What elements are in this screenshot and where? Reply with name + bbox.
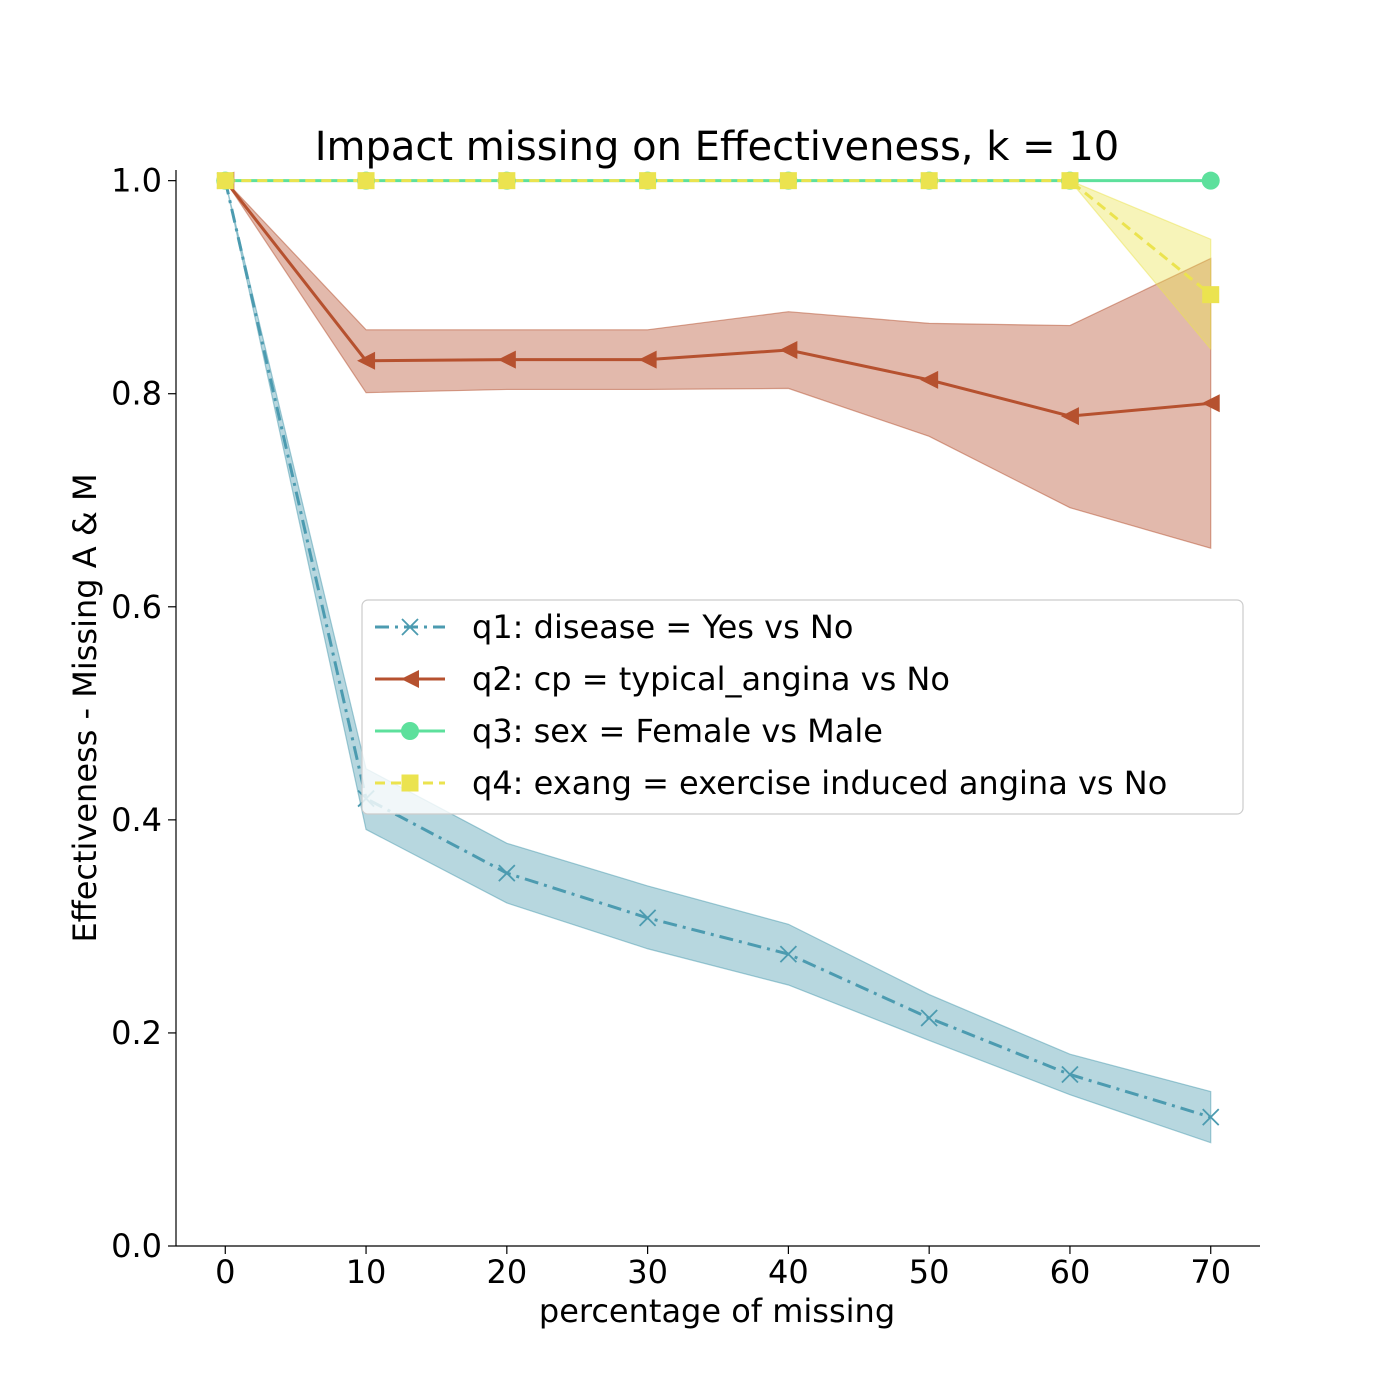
y-tick-label: 0.6	[111, 588, 162, 626]
data-point	[498, 172, 516, 190]
x-tick-label: 0	[215, 1253, 235, 1291]
legend-label: q2: cp = typical_angina vs No	[472, 660, 950, 698]
data-point	[779, 341, 798, 360]
data-point	[357, 172, 375, 190]
data-point	[779, 172, 797, 190]
data-point	[1201, 171, 1220, 190]
data-point	[1060, 407, 1079, 426]
x-tick-label: 70	[1190, 1253, 1231, 1291]
data-point	[1061, 172, 1079, 190]
data-point	[638, 909, 657, 927]
x-tick-label: 10	[346, 1253, 387, 1291]
data-point	[779, 945, 798, 963]
series-markers	[216, 171, 1220, 1126]
x-ticks: 0 10 20 30 40 50 60 70	[215, 1246, 1231, 1291]
y-tick-label: 0.8	[111, 375, 162, 413]
y-tick-label: 0.0	[111, 1227, 162, 1265]
data-point	[1202, 286, 1220, 304]
x-axis-label: percentage of missing	[539, 1292, 895, 1330]
y-ticks: 0.0 0.2 0.4 0.6 0.8 1.0	[111, 162, 176, 1265]
legend-label: q4: exang = exercise induced angina vs N…	[472, 764, 1167, 802]
data-point	[1202, 1108, 1220, 1126]
legend-box	[361, 599, 1244, 815]
x-tick-label: 50	[909, 1253, 950, 1291]
data-point	[216, 172, 234, 190]
series-line	[224, 179, 1211, 418]
data-point	[638, 350, 657, 369]
data-point	[497, 350, 516, 369]
data-point	[1201, 394, 1220, 413]
x-tick-label: 20	[486, 1253, 527, 1291]
y-axis-label: Effectiveness - Missing A & M	[66, 473, 104, 942]
data-point	[920, 1009, 938, 1027]
series-line	[225, 179, 1212, 296]
legend-marker	[401, 670, 419, 688]
data-point	[498, 864, 516, 882]
data-point	[920, 370, 939, 389]
x-tick-label: 40	[768, 1253, 809, 1291]
legend-label: q1: disease = Yes vs No	[472, 608, 853, 646]
legend-marker	[401, 774, 419, 792]
data-point	[639, 172, 657, 190]
data-point	[920, 172, 938, 190]
y-tick-label: 1.0	[111, 162, 162, 200]
data-point	[357, 351, 376, 370]
legend-label: q3: sex = Female vs Male	[472, 712, 883, 750]
legend-marker	[401, 722, 419, 740]
axes	[175, 170, 1260, 1247]
data-point	[1061, 1065, 1079, 1084]
x-tick-label: 30	[627, 1253, 668, 1291]
legend-marker	[401, 618, 419, 636]
chart-title: Impact missing on Effectiveness, k = 10	[315, 124, 1120, 170]
legend: q1: disease = Yes vs No q2: cp = typical_…	[361, 599, 1244, 815]
y-tick-label: 0.2	[111, 1014, 162, 1052]
x-tick-label: 60	[1050, 1253, 1091, 1291]
y-tick-label: 0.4	[111, 801, 162, 839]
